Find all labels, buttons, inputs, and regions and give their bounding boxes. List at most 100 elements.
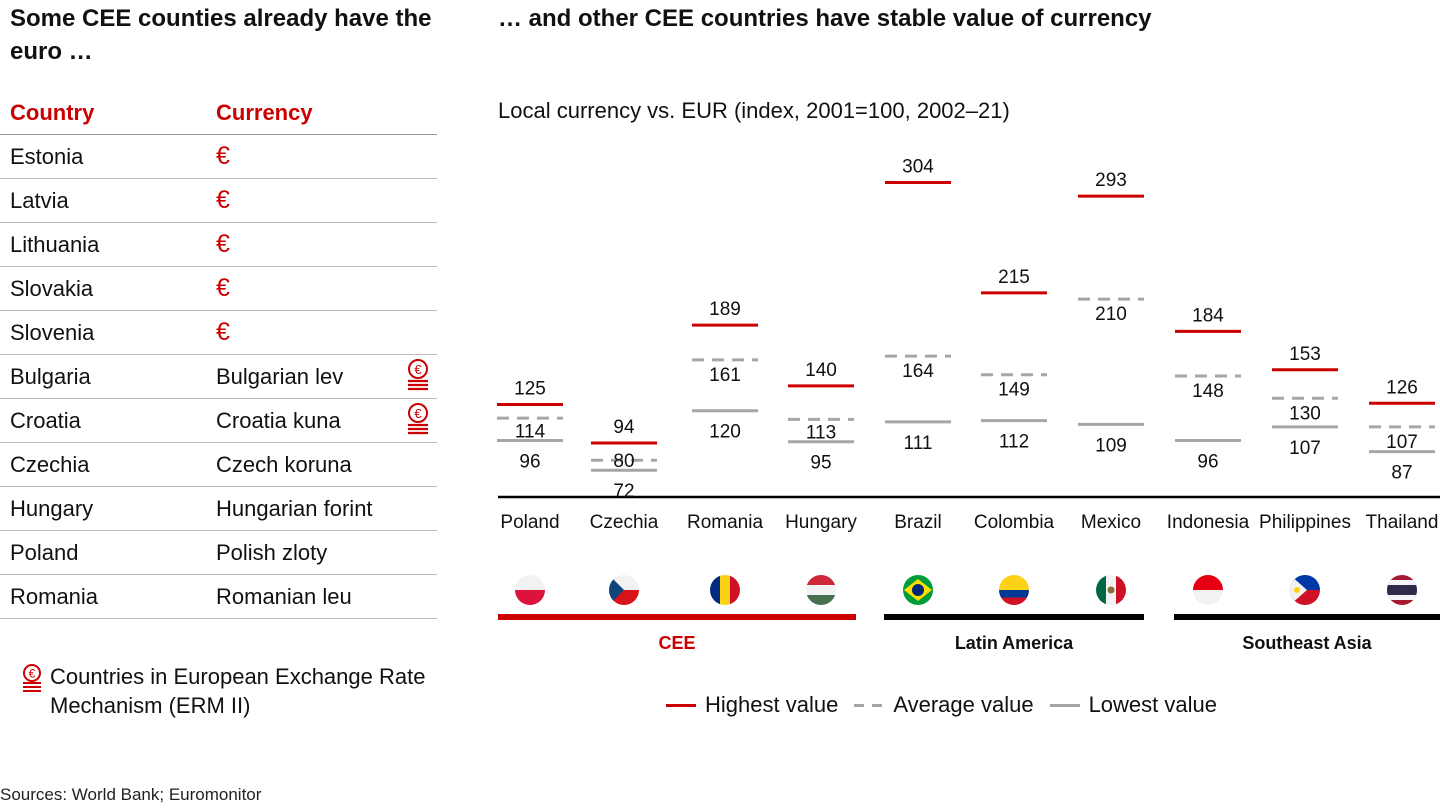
legend-average-swatch: [854, 703, 885, 707]
group-bar: [1174, 614, 1440, 620]
lowest-value-label: 120: [709, 422, 741, 443]
currency-name: Czech koruna: [216, 451, 352, 477]
sources: Sources: World Bank; Euromonitor: [0, 785, 262, 804]
currency-cell: €: [208, 134, 437, 179]
table-row: Slovenia €: [0, 310, 437, 355]
indonesia-flag: [1193, 575, 1223, 605]
highest-value-label: 184: [1192, 305, 1224, 326]
lowest-value-label: 107: [1289, 438, 1321, 459]
category-label: Philippines: [1259, 512, 1351, 533]
legend-lowest-swatch: [1049, 703, 1080, 707]
highest-value-label: 293: [1095, 170, 1127, 191]
legend-average-label: Average value: [893, 692, 1034, 717]
average-value-label: 161: [709, 365, 741, 386]
thailand-flag: [1387, 575, 1417, 605]
country-cell: Estonia: [0, 134, 208, 179]
lowest-value-label: 96: [519, 451, 540, 472]
group-bar: [498, 614, 856, 620]
country-cell: Croatia: [0, 398, 208, 443]
euro-sign: €: [216, 141, 230, 170]
category-label: Mexico: [1081, 512, 1141, 533]
currency-cell: €: [208, 178, 437, 223]
erm-coin-icon: €: [23, 664, 41, 692]
category-label: Czechia: [590, 512, 659, 533]
right-title: … and other CEE countries have stable va…: [498, 5, 1152, 32]
colombia-flag: [999, 575, 1029, 605]
highest-value-label: 153: [1289, 344, 1321, 365]
legend: Highest value Average value Lowest value: [666, 692, 1233, 718]
hungary-flag: [806, 575, 836, 605]
group-label: CEE: [658, 633, 695, 653]
average-value-label: 114: [515, 421, 546, 442]
group-label: Latin America: [955, 633, 1074, 653]
philippines-flag: [1290, 575, 1320, 605]
euro-sign: €: [216, 317, 230, 346]
lowest-value-label: 95: [810, 453, 831, 474]
table-row: Lithuania €: [0, 222, 437, 267]
country-cell: Slovakia: [0, 266, 208, 311]
country-cell: Romania: [0, 574, 208, 619]
category-label: Brazil: [894, 512, 942, 533]
erm-footnote: € Countries in European Exchange Rate Me…: [20, 662, 440, 720]
brazil-flag: [903, 575, 933, 605]
highest-value-label: 126: [1386, 377, 1418, 398]
currency-header: Currency: [208, 92, 437, 135]
category-label: Romania: [687, 512, 763, 533]
country-cell: Slovenia: [0, 310, 208, 355]
lowest-value-label: 72: [613, 481, 634, 502]
average-value-label: 113: [806, 423, 836, 444]
average-value-label: 130: [1289, 403, 1321, 424]
highest-value-label: 189: [709, 299, 741, 320]
erm-note-text: Countries in European Exchange Rate Mech…: [50, 664, 426, 718]
country-cell: Hungary: [0, 486, 208, 531]
currency-cell: Hungarian forint: [208, 486, 437, 531]
currency-name: Croatia kuna: [216, 407, 341, 433]
category-label: Hungary: [785, 512, 857, 533]
average-value-label: 210: [1095, 304, 1127, 325]
currency-cell: Bulgarian lev €: [208, 354, 437, 399]
highest-value-label: 304: [902, 157, 934, 178]
country-header: Country: [0, 92, 208, 135]
highest-value-label: 94: [613, 417, 635, 438]
currency-name: Bulgarian lev: [216, 363, 344, 389]
poland-flag: [515, 575, 545, 605]
highest-value-label: 140: [805, 360, 837, 381]
mexico-flag: [1096, 575, 1126, 605]
category-label: Poland: [500, 512, 559, 533]
currency-cell: Czech koruna: [208, 442, 437, 487]
table-row: Romania Romanian leu: [0, 574, 437, 619]
table-row: Estonia €: [0, 134, 437, 179]
lowest-value-label: 87: [1391, 463, 1412, 484]
euro-sign: €: [216, 273, 230, 302]
legend-highest: Highest value: [666, 692, 838, 718]
currency-cell: €: [208, 266, 437, 311]
currency-table: Country Currency Estonia € Latvia € Lithuani…: [0, 92, 437, 619]
group-label: Southeast Asia: [1242, 633, 1372, 653]
currency-cell: Croatia kuna €: [208, 398, 437, 443]
euro-sign: €: [216, 185, 230, 214]
legend-highest-swatch: [666, 703, 696, 707]
average-value-label: 149: [998, 380, 1030, 401]
currency-cell: Polish zloty: [208, 530, 437, 575]
average-value-label: 107: [1386, 432, 1418, 453]
table-row: Czechia Czech koruna: [0, 442, 437, 487]
currency-cell: €: [208, 222, 437, 267]
country-cell: Czechia: [0, 442, 208, 487]
table-header-row: Country Currency: [0, 92, 437, 135]
euro-sign: €: [216, 229, 230, 258]
left-title: Some CEE counties already have the euro …: [10, 5, 432, 65]
highest-value-label: 125: [514, 379, 546, 400]
table-row: Bulgaria Bulgarian lev €: [0, 354, 437, 399]
average-value-label: 80: [613, 451, 634, 472]
lowest-value-label: 111: [904, 433, 933, 454]
group-bar: [884, 614, 1144, 620]
svg-text:€: €: [414, 362, 422, 377]
highest-value-label: 215: [998, 267, 1030, 288]
currency-name: Hungarian forint: [216, 495, 373, 521]
currency-cell: Romanian leu: [208, 574, 437, 619]
table-row: Hungary Hungarian forint: [0, 486, 437, 531]
legend-highest-label: Highest value: [705, 692, 839, 717]
legend-lowest: Lowest value: [1049, 692, 1217, 718]
category-label: Indonesia: [1167, 512, 1250, 533]
